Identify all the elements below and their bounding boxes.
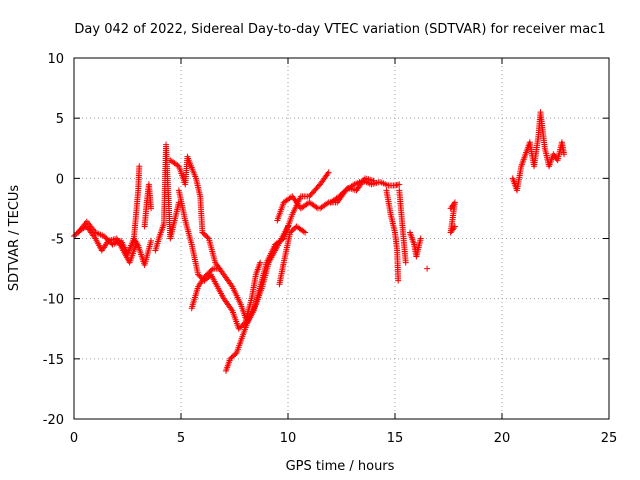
y-tick-label: 10 bbox=[47, 52, 64, 67]
data-point bbox=[148, 205, 155, 212]
y-tick-label: 5 bbox=[56, 112, 64, 127]
x-tick-label: 10 bbox=[280, 431, 297, 446]
data-point bbox=[395, 277, 402, 284]
data-point bbox=[204, 234, 211, 241]
data-point bbox=[402, 259, 409, 266]
data-point bbox=[257, 259, 264, 266]
data-point bbox=[148, 237, 155, 244]
x-tick-label: 0 bbox=[70, 431, 78, 446]
data-point bbox=[424, 265, 431, 272]
data-point bbox=[302, 229, 309, 236]
data-point bbox=[300, 228, 307, 235]
data-point bbox=[561, 151, 568, 158]
chart-title: Day 042 of 2022, Sidereal Day-to-day VTE… bbox=[74, 22, 605, 37]
x-tick-label: 20 bbox=[494, 431, 511, 446]
data-point bbox=[136, 163, 143, 170]
y-axis-label: SDTVAR / TECUs bbox=[7, 185, 22, 292]
y-tick-label: -10 bbox=[43, 293, 64, 308]
x-tick-label: 5 bbox=[177, 431, 185, 446]
data-point bbox=[396, 181, 403, 188]
data-point bbox=[208, 266, 215, 273]
data-point bbox=[325, 169, 332, 176]
y-tick-label: -15 bbox=[43, 353, 64, 368]
data-point bbox=[134, 241, 141, 248]
data-point bbox=[216, 265, 223, 272]
data-point bbox=[451, 223, 458, 230]
data-point bbox=[324, 200, 331, 207]
grid-lines bbox=[74, 58, 609, 419]
axis-ticks: 0 5 10 15 20 25 -20 -15 -10 -5 0 5 10 bbox=[43, 52, 618, 446]
data-point bbox=[417, 235, 424, 242]
x-axis-label: GPS time / hours bbox=[286, 459, 395, 474]
y-tick-label: -5 bbox=[51, 233, 64, 248]
data-point bbox=[285, 223, 291, 230]
y-tick-label: 0 bbox=[56, 172, 64, 187]
x-tick-label: 25 bbox=[601, 431, 618, 446]
y-tick-label: -20 bbox=[43, 413, 64, 428]
x-tick-label: 15 bbox=[387, 431, 404, 446]
data-point bbox=[370, 177, 377, 184]
data-points bbox=[71, 109, 568, 374]
data-point bbox=[232, 351, 239, 358]
